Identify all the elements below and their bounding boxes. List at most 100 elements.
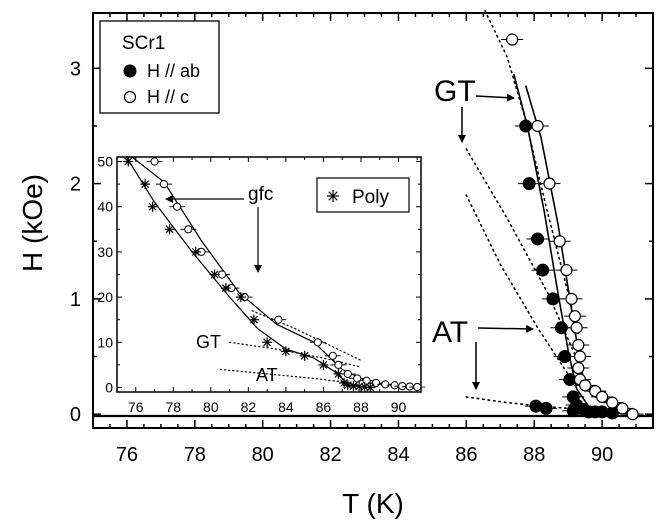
inset-y-ticks: 0 10 20 30 40 50 — [97, 154, 421, 395]
inset-legend-asterisk-stroke — [328, 191, 338, 201]
main-legend-box — [99, 20, 220, 114]
inset-x-tick-label: 80 — [203, 399, 219, 415]
inset-y-tick-label: 0 — [105, 379, 113, 395]
inset-data-point-open — [398, 382, 407, 391]
inset-x-tick-label: 88 — [353, 399, 369, 415]
inset-data-point-poly — [333, 368, 344, 379]
inset-y-tick-label: 10 — [97, 334, 113, 350]
inset-data-point-poly-stroke — [300, 351, 309, 360]
at-annotation-label: AT — [432, 316, 468, 349]
main-y-ticks: 0 1 2 3 — [70, 58, 653, 426]
inset-x-tick-label: 86 — [316, 399, 332, 415]
data-point-c — [572, 361, 585, 375]
y-tick-label: 0 — [70, 404, 81, 426]
inset-data-point-open — [413, 382, 422, 392]
inset-y-tick-label: 30 — [97, 244, 113, 260]
inset-data-point-poly-stroke — [263, 338, 272, 347]
inset-y-tick-label: 40 — [97, 199, 113, 215]
main-legend-label-c: H // c — [147, 87, 189, 107]
data-point-c — [565, 292, 578, 305]
inset-data-point-poly-stroke — [141, 180, 150, 189]
data-point-ab — [522, 177, 536, 191]
data-point-c — [616, 402, 629, 415]
inset-data-point-poly — [190, 246, 201, 257]
data-point-ab — [539, 401, 553, 415]
data-point-c — [595, 390, 609, 403]
inset-x-ticks: 76 78 80 82 84 86 88 90 — [116, 157, 418, 415]
gt-annotation-label: GT — [434, 75, 476, 108]
main-legend: SCr1 H // ab H // c — [99, 20, 220, 114]
inset-x-tick-label: 84 — [278, 399, 294, 415]
inset-data-point-poly — [299, 350, 310, 361]
data-point-c — [560, 263, 573, 277]
inset-data-point-poly-stroke — [319, 360, 328, 369]
inset-data-point-poly-stroke — [366, 383, 375, 392]
x-tick-label: 84 — [387, 444, 409, 466]
inset-legend-asterisk — [327, 190, 339, 202]
inset-data-point-open — [274, 315, 283, 324]
data-point-c — [568, 310, 582, 323]
inset-legend: Poly — [316, 177, 410, 213]
inset-data-point-poly — [147, 201, 158, 212]
inset-y-tick-label: 20 — [97, 289, 113, 305]
inset-data-point-poly — [123, 156, 134, 167]
inset-data-point-poly-stroke — [236, 293, 245, 302]
gt-right-arrow — [475, 93, 515, 102]
data-point-ab — [558, 350, 572, 364]
y-tick-label: 3 — [70, 58, 81, 80]
main-data-points — [501, 33, 644, 421]
inset-data-point-poly-stroke — [340, 379, 349, 387]
legend-marker-open-circle — [123, 90, 137, 104]
inset-guide-dotted-line — [251, 310, 362, 361]
inset-data-point-poly — [318, 359, 329, 370]
data-point-c — [553, 235, 566, 248]
inset-data-point-poly — [220, 283, 231, 294]
main-x-ticks: 76 78 80 82 84 86 88 90 — [92, 13, 654, 466]
main-dotted-lines — [465, 9, 580, 410]
data-point-ab — [546, 292, 560, 306]
x-tick-label: 80 — [252, 444, 274, 466]
inset-data-point-poly — [262, 337, 273, 348]
inset-data-point-open — [328, 351, 337, 360]
guide-dotted-line — [465, 194, 573, 381]
inset-data-point-open — [334, 360, 343, 369]
inset-x-tick-label: 78 — [166, 399, 182, 415]
inset-data-point-poly-stroke — [210, 270, 219, 279]
data-point-ab — [536, 263, 550, 277]
data-point-ab — [566, 404, 580, 418]
inset-data-point-open — [343, 369, 352, 379]
data-point-c — [572, 338, 585, 352]
x-tick-label: 76 — [116, 444, 138, 466]
inset-data-point-open — [371, 378, 381, 388]
x-axis-title: T (K) — [342, 488, 404, 519]
data-point-c — [506, 33, 519, 46]
data-point-c — [573, 350, 587, 363]
guide-dotted-line — [484, 9, 580, 335]
inset-data-point-open — [390, 381, 399, 390]
data-point-c — [570, 321, 583, 334]
y-tick-label: 1 — [70, 289, 81, 311]
inset-data-points — [123, 156, 426, 393]
inset-x-tick-label: 82 — [241, 399, 257, 415]
inset-fit-curve — [125, 156, 362, 388]
inset-data-point-poly — [248, 314, 259, 325]
main-legend-title: SCr1 — [122, 33, 165, 54]
main-plot-frame — [92, 12, 654, 429]
data-point-c — [626, 408, 639, 421]
inset-data-point-poly-stroke — [124, 157, 133, 166]
x-tick-label: 86 — [455, 444, 477, 466]
data-point-ab — [554, 321, 568, 335]
data-point-c — [579, 379, 592, 392]
inset-data-point-open — [381, 380, 390, 389]
inset-legend-label-poly: Poly — [352, 187, 389, 208]
data-point-ab — [531, 232, 545, 246]
inset-gt-label: GT — [196, 332, 221, 352]
data-point-c — [531, 119, 544, 133]
main-legend-label-ab: H // ab — [147, 61, 200, 81]
data-point-c — [606, 396, 619, 409]
inset-data-point-open — [405, 382, 414, 391]
inset-x-tick-label: 90 — [391, 399, 407, 415]
inset-data-point-poly — [209, 269, 220, 280]
x-tick-label: 82 — [319, 444, 341, 466]
